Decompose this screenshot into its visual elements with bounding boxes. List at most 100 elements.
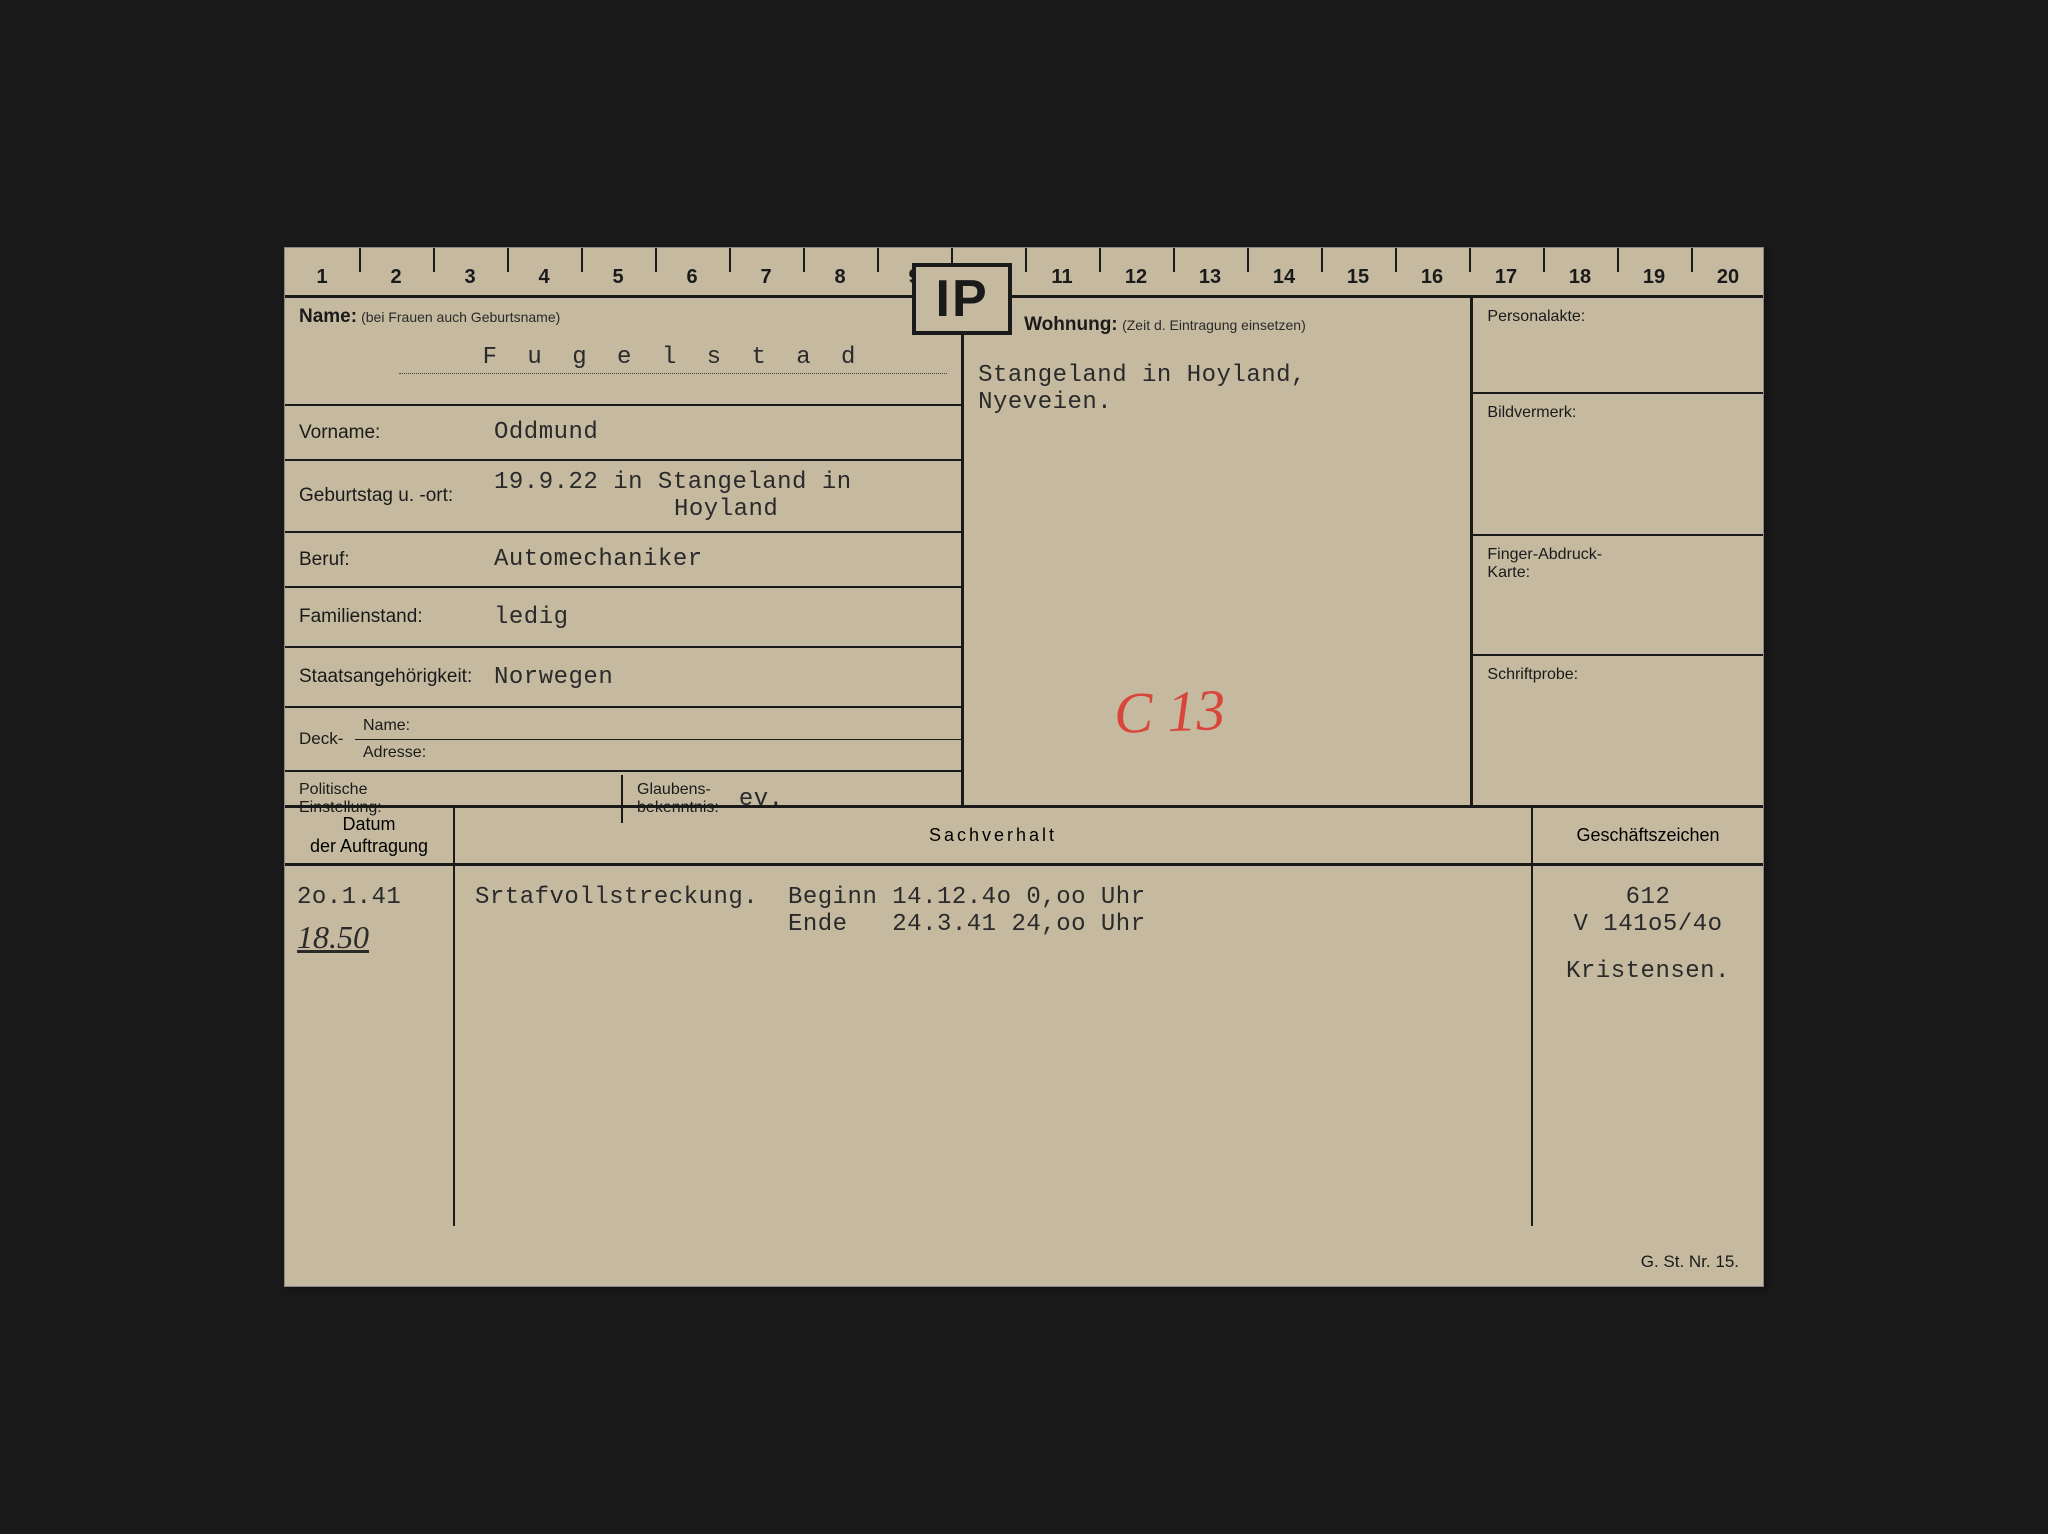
deck-row: Deck- Name: Adresse: (285, 708, 961, 772)
ruler-number: 12 (1125, 266, 1147, 289)
ruler-tick (359, 248, 361, 272)
sach-line-2: Ende 24.3.41 24,oo Uhr (475, 911, 1511, 938)
schrift-label: Schriftprobe: (1487, 666, 1578, 683)
main-grid: Name: (bei Frauen auch Geburtsname) F u … (285, 298, 1763, 808)
familien-row: Familienstand: ledig (285, 588, 961, 648)
ip-badge: IP (912, 263, 1012, 335)
beruf-row: Beruf: Automechaniker (285, 533, 961, 588)
gesch-line-2: V 141o5/4o (1545, 911, 1751, 938)
wohnung-sublabel: (Zeit d. Eintragung einsetzen) (1122, 317, 1306, 333)
ruler-tick (581, 248, 583, 272)
ruler-tick (803, 248, 805, 272)
ruler: 1234567891011121314151617181920 (285, 248, 1763, 298)
beruf-value: Automechaniker (494, 546, 703, 573)
finger-label-2: Karte: (1487, 564, 1749, 582)
ruler-tick (1321, 248, 1323, 272)
name-row: Name: (bei Frauen auch Geburtsname) F u … (285, 298, 961, 406)
familien-label: Familienstand: (299, 606, 494, 628)
geburt-label: Geburtstag u. -ort: (299, 485, 494, 507)
staats-value: Norwegen (494, 664, 613, 691)
beruf-label: Beruf: (299, 549, 494, 571)
ruler-number: 18 (1569, 266, 1591, 289)
vorname-row: Vorname: Oddmund (285, 406, 961, 461)
ruler-tick (1691, 248, 1693, 272)
ruler-number: 5 (612, 266, 623, 289)
staats-row: Staatsangehörigkeit: Norwegen (285, 648, 961, 708)
ruler-number: 1 (316, 266, 327, 289)
ruler-tick (729, 248, 731, 272)
cell-sachverhalt: Srtafvollstreckung. Beginn 14.12.4o 0,oo… (455, 866, 1533, 1226)
ruler-number: 7 (760, 266, 771, 289)
geburt-value-2: Hoyland (674, 496, 852, 523)
th-datum-2: der Auftragung (310, 836, 428, 858)
bildvermerk-label: Bildvermerk: (1487, 404, 1576, 421)
right-column: Personalakte: Bildvermerk: Finger-Abdruc… (1473, 298, 1763, 805)
wohnung-value-1: Stangeland in Hoyland, (978, 362, 1456, 389)
middle-column: IP Wohnung: (Zeit d. Eintragung einsetze… (964, 298, 1473, 805)
staats-label: Staatsangehörigkeit: (299, 666, 494, 688)
ruler-tick (433, 248, 435, 272)
ruler-number: 6 (686, 266, 697, 289)
name-value: F u g e l s t a d (483, 344, 864, 371)
ruler-number: 8 (834, 266, 845, 289)
cell-datum: 2o.1.41 18.50 (285, 866, 455, 1226)
datum-value: 2o.1.41 (297, 884, 441, 911)
pol-row: Politische Einstellung: Glaubens- bekenn… (285, 772, 961, 826)
ruler-number: 16 (1421, 266, 1443, 289)
ruler-tick (1617, 248, 1619, 272)
gesch-line-1: 612 (1545, 884, 1751, 911)
name-sublabel: (bei Frauen auch Geburtsname) (361, 309, 560, 325)
th-geschaeft: Geschäftszeichen (1533, 808, 1763, 863)
glaub-label-1: Glaubens- (637, 781, 719, 799)
ruler-tick (507, 248, 509, 272)
geburt-value-1: 19.9.22 in Stangeland in (494, 469, 852, 496)
ruler-number: 20 (1717, 266, 1739, 289)
cell-geschaeft: 612 V 141o5/4o Kristensen. (1533, 866, 1763, 1226)
ip-text: IP (936, 269, 989, 329)
deck-adresse-label: Adresse: (355, 740, 961, 766)
ruler-number: 4 (538, 266, 549, 289)
ruler-number: 14 (1273, 266, 1295, 289)
finger-box: Finger-Abdruck- Karte: (1473, 536, 1763, 656)
ruler-tick (877, 248, 879, 272)
personalakte-label: Personalakte: (1487, 308, 1585, 325)
pol-label-2: Einstellung: (299, 799, 607, 817)
pol-label-1: Politische (299, 781, 607, 799)
sach-line-1: Srtafvollstreckung. Beginn 14.12.4o 0,oo… (475, 884, 1511, 911)
ruler-tick (1025, 248, 1027, 272)
footer-mark: G. St. Nr. 15. (1641, 1252, 1739, 1272)
deck-label: Deck- (285, 729, 355, 749)
ruler-tick (1543, 248, 1545, 272)
familien-value: ledig (494, 604, 569, 631)
ruler-number: 13 (1199, 266, 1221, 289)
vorname-value: Oddmund (494, 419, 598, 446)
ruler-number: 3 (464, 266, 475, 289)
ruler-number: 15 (1347, 266, 1369, 289)
vorname-label: Vorname: (299, 422, 494, 444)
name-label: Name: (299, 306, 357, 327)
glaubens-value: ev. (739, 786, 784, 813)
deck-name-label: Name: (355, 713, 961, 740)
red-annotation: C 13 (1113, 676, 1226, 747)
ruler-number: 19 (1643, 266, 1665, 289)
ruler-tick (1099, 248, 1101, 272)
ruler-tick (1173, 248, 1175, 272)
ruler-tick (1247, 248, 1249, 272)
left-column: Name: (bei Frauen auch Geburtsname) F u … (285, 298, 964, 805)
index-card: 1234567891011121314151617181920 Name: (b… (284, 247, 1764, 1287)
ruler-tick (1395, 248, 1397, 272)
ruler-tick (1469, 248, 1471, 272)
ruler-number: 17 (1495, 266, 1517, 289)
glaub-label-2: bekenntnis: (637, 799, 719, 817)
table-section: Datum der Auftragung Sachverhalt Geschäf… (285, 808, 1763, 1226)
bildvermerk-box: Bildvermerk: (1473, 394, 1763, 536)
ruler-number: 11 (1051, 266, 1072, 289)
personalakte-box: Personalakte: (1473, 298, 1763, 394)
ruler-tick (655, 248, 657, 272)
ruler-number: 2 (390, 266, 401, 289)
gesch-line-3: Kristensen. (1545, 958, 1751, 985)
datum-handwritten: 18.50 (297, 919, 441, 956)
wohnung-value-2: Nyeveien. (978, 389, 1456, 416)
geburt-row: Geburtstag u. -ort: 19.9.22 in Stangelan… (285, 461, 961, 533)
finger-label-1: Finger-Abdruck- (1487, 546, 1749, 564)
